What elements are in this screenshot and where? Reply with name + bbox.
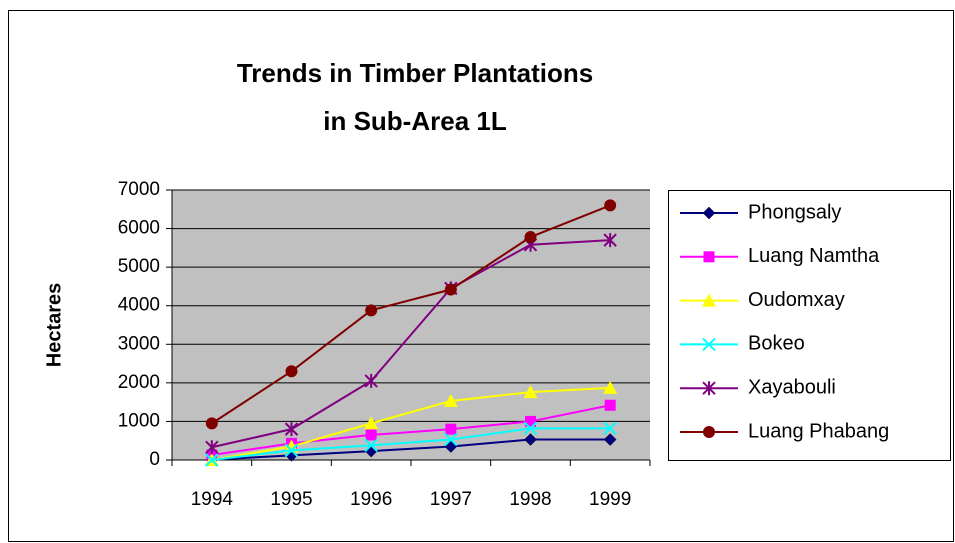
series-line	[211, 204, 611, 425]
data-point	[205, 453, 219, 467]
data-point	[365, 429, 377, 441]
data-point	[444, 283, 457, 296]
plot-area	[172, 190, 650, 460]
x-tick-label: 1995	[270, 489, 312, 510]
x-tick-label: 1998	[509, 489, 551, 510]
y-tick-label: 3000	[118, 333, 160, 354]
legend-label: Oudomxay	[748, 289, 845, 311]
legend-label: Phongsaly	[748, 201, 841, 223]
y-tick-label: 5000	[118, 256, 160, 277]
data-point	[604, 199, 617, 212]
data-point	[525, 415, 536, 427]
data-point	[364, 416, 379, 430]
data-point	[523, 385, 538, 399]
x-tick-label: 1997	[430, 489, 472, 510]
legend-marker	[702, 206, 716, 220]
data-point	[603, 380, 618, 394]
data-point	[603, 233, 617, 248]
data-point	[284, 422, 299, 437]
legend-box	[668, 190, 951, 461]
chart-title: in Sub-Area 1L	[323, 106, 507, 136]
legend-label: Luang Phabang	[748, 420, 889, 442]
y-tick-label: 0	[149, 449, 160, 470]
y-axis-label: Hectares	[43, 283, 65, 368]
legend-marker	[703, 426, 715, 438]
x-tick-label: 1999	[589, 489, 631, 510]
data-point	[445, 423, 457, 435]
series-line	[211, 404, 611, 456]
x-tick-label: 1996	[350, 489, 392, 510]
legend-label: Luang Namtha	[748, 245, 880, 267]
data-point	[284, 443, 299, 458]
legend-label: Xayabouli	[748, 376, 836, 398]
data-point	[285, 365, 298, 378]
data-point	[444, 432, 458, 447]
legend-label: Bokeo	[748, 333, 805, 355]
series-line	[211, 427, 611, 461]
data-point	[205, 440, 219, 455]
series-line	[211, 386, 611, 461]
x-tick-label: 1994	[191, 489, 234, 510]
chart-title: Trends in Timber Plantations	[237, 58, 593, 88]
data-point	[524, 231, 537, 244]
data-point	[443, 393, 458, 407]
series-line	[211, 239, 611, 449]
series-line	[211, 438, 611, 461]
y-tick-label: 1000	[118, 410, 160, 431]
legend-marker	[703, 251, 715, 263]
data-point	[365, 304, 378, 317]
data-point	[603, 433, 617, 446]
y-tick-label: 7000	[118, 179, 160, 200]
y-tick-label: 2000	[118, 372, 160, 393]
data-point	[604, 399, 616, 411]
data-point	[205, 417, 218, 430]
y-tick-label: 6000	[118, 218, 160, 239]
data-point	[524, 433, 537, 446]
legend-marker	[702, 293, 716, 307]
y-tick-label: 4000	[118, 295, 160, 316]
data-point	[364, 373, 378, 388]
legend-marker	[702, 381, 716, 396]
legend-marker	[702, 337, 716, 352]
legend: Phongsaly Luang Namtha Oudomxay Bokeo Xayabo…	[668, 190, 951, 461]
data-point	[603, 421, 617, 436]
data-point	[523, 421, 538, 436]
data-point	[364, 438, 378, 453]
